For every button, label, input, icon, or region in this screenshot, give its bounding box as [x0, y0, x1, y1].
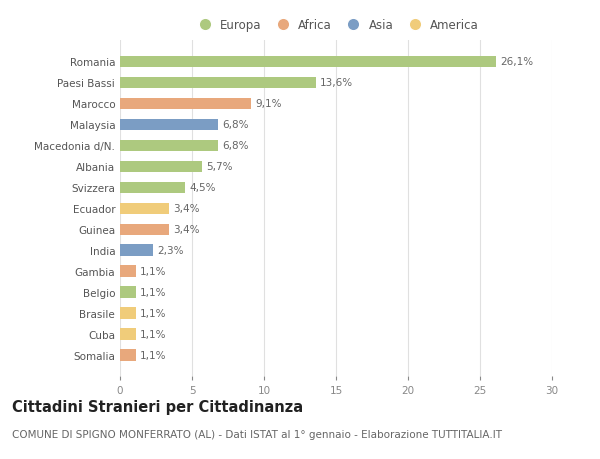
Bar: [120, 266, 136, 277]
Text: 6,8%: 6,8%: [222, 141, 249, 151]
Bar: [120, 161, 202, 173]
Bar: [120, 245, 153, 257]
Text: 2,3%: 2,3%: [157, 246, 184, 256]
Bar: [120, 329, 136, 340]
Bar: [120, 56, 496, 68]
Text: 3,4%: 3,4%: [173, 204, 200, 214]
Bar: [120, 182, 185, 194]
Text: 4,5%: 4,5%: [189, 183, 215, 193]
Text: 26,1%: 26,1%: [500, 57, 533, 67]
Bar: [120, 287, 136, 298]
Text: 6,8%: 6,8%: [222, 120, 249, 130]
Bar: [120, 203, 169, 215]
Text: 1,1%: 1,1%: [140, 330, 167, 340]
Text: 1,1%: 1,1%: [140, 308, 167, 319]
Bar: [120, 78, 316, 89]
Text: COMUNE DI SPIGNO MONFERRATO (AL) - Dati ISTAT al 1° gennaio - Elaborazione TUTTI: COMUNE DI SPIGNO MONFERRATO (AL) - Dati …: [12, 429, 502, 439]
Bar: [120, 224, 169, 235]
Text: 1,1%: 1,1%: [140, 288, 167, 297]
Bar: [120, 308, 136, 319]
Text: 3,4%: 3,4%: [173, 225, 200, 235]
Text: 5,7%: 5,7%: [206, 162, 233, 172]
Bar: [120, 140, 218, 152]
Bar: [120, 119, 218, 131]
Bar: [120, 350, 136, 361]
Text: 1,1%: 1,1%: [140, 350, 167, 360]
Text: 1,1%: 1,1%: [140, 267, 167, 277]
Legend: Europa, Africa, Asia, America: Europa, Africa, Asia, America: [193, 19, 479, 32]
Text: 9,1%: 9,1%: [256, 99, 282, 109]
Bar: [120, 98, 251, 110]
Text: Cittadini Stranieri per Cittadinanza: Cittadini Stranieri per Cittadinanza: [12, 399, 303, 414]
Text: 13,6%: 13,6%: [320, 78, 353, 88]
